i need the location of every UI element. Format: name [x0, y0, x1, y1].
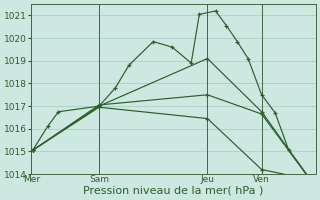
- X-axis label: Pression niveau de la mer( hPa ): Pression niveau de la mer( hPa ): [84, 186, 264, 196]
